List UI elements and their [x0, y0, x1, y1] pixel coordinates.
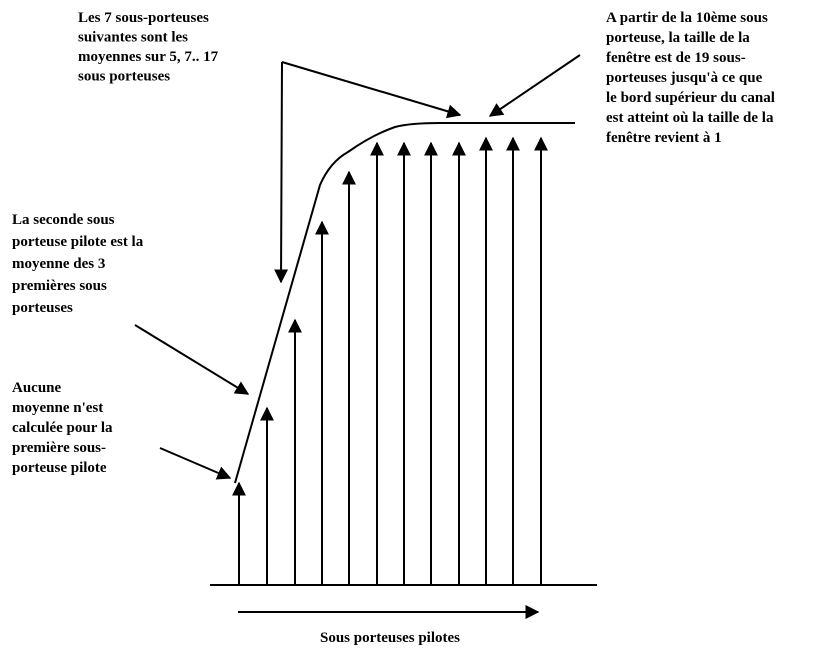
- pointer: [274, 61, 289, 284]
- annotation-line: sous porteuses: [78, 69, 170, 85]
- annotation-line: porteuses jusqu'à ce que: [606, 70, 763, 86]
- annotation-line: le bord supérieur du canal: [606, 90, 775, 106]
- axis-label: Sous porteuses pilotes: [320, 630, 460, 646]
- annotations: Les 7 sous-porteuses suivantes sont les mo…: [12, 10, 775, 476]
- annotation-line: La seconde sous: [12, 212, 115, 228]
- annotation-line: Aucune: [12, 380, 62, 396]
- pointer: [281, 61, 462, 119]
- annotation-line: premières sous: [12, 278, 107, 294]
- annotation-line: porteuse, la taille de la: [606, 30, 750, 46]
- annotation-line: Les 7 sous-porteuses: [78, 10, 209, 26]
- pointer: [159, 447, 232, 480]
- channel-curve: [234, 122, 575, 484]
- annotation-line: A partir de la 10ème sous: [606, 10, 768, 26]
- pilot-arrows: [232, 136, 548, 585]
- annotation-line: moyenne n'est: [12, 400, 103, 416]
- pointer: [134, 324, 250, 395]
- annotation-line: première sous-: [12, 440, 106, 456]
- annotation-line: porteuse pilote: [12, 460, 107, 476]
- annotation-line: est atteint où la taille de la: [606, 110, 774, 126]
- annotation-line: porteuse pilote est la: [12, 234, 144, 250]
- annotation-line: calculée pour la: [12, 420, 113, 436]
- annotation-line: fenêtre revient à 1: [606, 130, 722, 146]
- annotation-line: moyenne des 3: [12, 256, 105, 272]
- annotation-line: fenêtre est de 19 sous-: [606, 50, 746, 66]
- annotation-line: suivantes sont les: [78, 30, 188, 46]
- pointer: [488, 54, 581, 117]
- annotation-line: moyennes sur 5, 7.. 17: [78, 49, 219, 65]
- annotation-line: porteuses: [12, 300, 73, 316]
